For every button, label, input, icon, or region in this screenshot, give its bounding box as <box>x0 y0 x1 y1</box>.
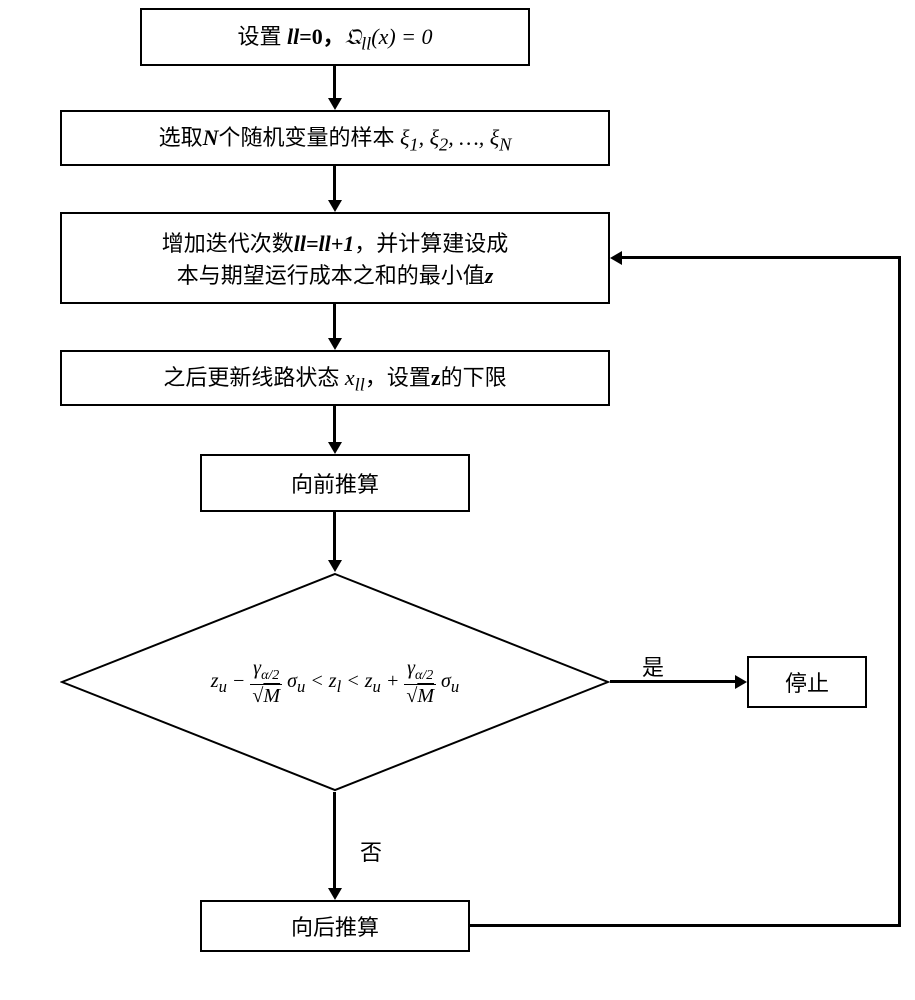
arrow7-head <box>735 675 747 689</box>
arrow1-head <box>328 98 342 110</box>
arrow5-head <box>328 560 342 572</box>
step3-line1: 增加迭代次数ll=ll+1，并计算建设成 <box>162 226 509 258</box>
loop-v <box>898 256 901 927</box>
yes-label: 是 <box>642 650 664 682</box>
arrow5-line <box>333 512 336 562</box>
step7-text: 向后推算 <box>291 910 379 942</box>
step5-box: 向前推算 <box>200 454 470 512</box>
step3-line2: 本与期望运行成本之和的最小值z <box>177 258 494 290</box>
stop-box: 停止 <box>747 656 867 708</box>
stop-text: 停止 <box>785 666 829 698</box>
arrow2-head <box>328 200 342 212</box>
decision-content: zu − γα/2√M σu < zl < zu + γα/2√M σu <box>60 572 610 792</box>
step1-box: 设置 ll=0，𝔔ll(x) = 0 <box>140 8 530 66</box>
step4-text: 之后更新线路状态 xll，设置z的下限 <box>163 360 506 395</box>
no-label: 否 <box>360 835 382 867</box>
arrow4-head <box>328 442 342 454</box>
arrow3-head <box>328 338 342 350</box>
step4-box: 之后更新线路状态 xll，设置z的下限 <box>60 350 610 406</box>
loop-h1 <box>470 924 900 927</box>
decision-formula: zu − γα/2√M σu < zl < zu + γα/2√M σu <box>211 657 459 708</box>
step5-text: 向前推算 <box>291 467 379 499</box>
arrow6-head <box>328 888 342 900</box>
step3-box: 增加迭代次数ll=ll+1，并计算建设成 本与期望运行成本之和的最小值z <box>60 212 610 304</box>
loop-head <box>610 251 622 265</box>
arrow4-line <box>333 406 336 444</box>
arrow1-line <box>333 66 336 100</box>
arrow7-line <box>610 680 737 683</box>
arrow2-line <box>333 166 336 202</box>
step2-text: 选取N个随机变量的样本 ξ1, ξ2, …, ξN <box>159 120 512 155</box>
step2-box: 选取N个随机变量的样本 ξ1, ξ2, …, ξN <box>60 110 610 166</box>
loop-h2 <box>622 256 900 259</box>
step1-text: 设置 ll=0，𝔔ll(x) = 0 <box>237 19 432 54</box>
arrow6-line <box>333 792 336 890</box>
step7-box: 向后推算 <box>200 900 470 952</box>
arrow3-line <box>333 304 336 340</box>
